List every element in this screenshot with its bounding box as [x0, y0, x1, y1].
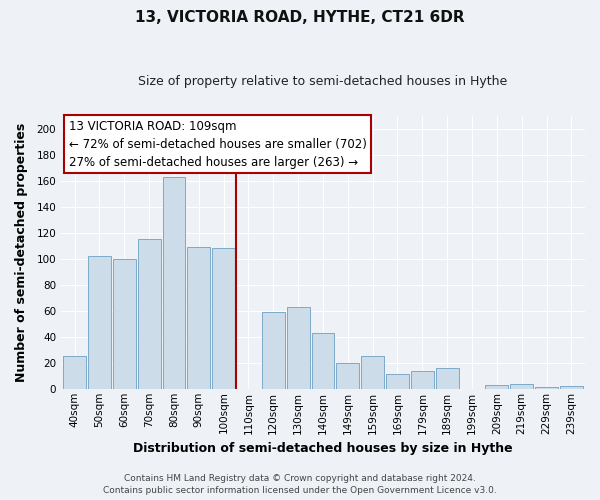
Text: 13, VICTORIA ROAD, HYTHE, CT21 6DR: 13, VICTORIA ROAD, HYTHE, CT21 6DR [135, 10, 465, 25]
X-axis label: Distribution of semi-detached houses by size in Hythe: Distribution of semi-detached houses by … [133, 442, 513, 455]
Bar [436, 368, 458, 389]
Bar [560, 386, 583, 389]
Bar [510, 384, 533, 389]
Bar [411, 370, 434, 389]
Bar [361, 356, 384, 389]
Bar [212, 248, 235, 389]
Bar [262, 312, 285, 389]
Bar [163, 176, 185, 389]
Bar [386, 374, 409, 389]
Bar [485, 385, 508, 389]
Bar [88, 256, 111, 389]
Title: Size of property relative to semi-detached houses in Hythe: Size of property relative to semi-detach… [139, 75, 508, 88]
Bar [63, 356, 86, 389]
Bar [311, 333, 334, 389]
Bar [187, 247, 210, 389]
Bar [113, 258, 136, 389]
Bar [337, 362, 359, 389]
Text: Contains HM Land Registry data © Crown copyright and database right 2024.
Contai: Contains HM Land Registry data © Crown c… [103, 474, 497, 495]
Y-axis label: Number of semi-detached properties: Number of semi-detached properties [15, 122, 28, 382]
Text: 13 VICTORIA ROAD: 109sqm
← 72% of semi-detached houses are smaller (702)
27% of : 13 VICTORIA ROAD: 109sqm ← 72% of semi-d… [69, 120, 367, 168]
Bar [287, 307, 310, 389]
Bar [535, 388, 558, 389]
Bar [137, 239, 161, 389]
